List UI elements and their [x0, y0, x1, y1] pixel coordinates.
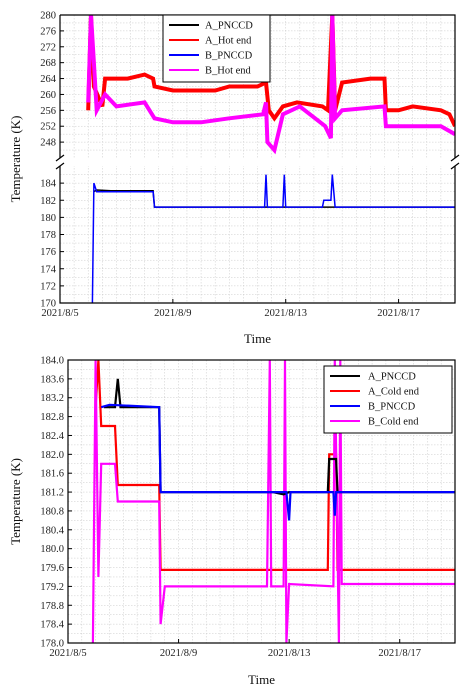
chart-2-x-tick-label: 2021/8/17: [378, 648, 421, 659]
chart-2-y-tick-label: 182.4: [40, 431, 64, 442]
chart-1-y-tick-label: 272: [40, 42, 56, 53]
chart-1-x-axis-label: Time: [244, 331, 271, 346]
chart-2-y-axis-label: Temperature (K): [8, 458, 23, 545]
chart-2-y-tick-label: 180.4: [40, 525, 64, 536]
chart-2-legend-label: B_Cold end: [368, 417, 419, 428]
chart-2-y-tick-label: 179.6: [40, 563, 64, 574]
chart-1-break-mark: [450, 154, 460, 162]
chart-1-line-b-hot-end: [86, 15, 455, 155]
chart-1-x-tick-label: 2021/8/17: [377, 308, 420, 319]
chart-2-line-b-cold-end: [91, 360, 455, 643]
chart-1-line-b-pnccd: [91, 174, 455, 303]
chart-2-line-b-pnccd: [100, 403, 455, 521]
chart-1-y-tick-label: 172: [40, 281, 56, 292]
chart-2-series: [91, 360, 455, 643]
chart-1-break-mark: [450, 162, 460, 170]
chart-1-y-tick-label: 260: [40, 90, 56, 101]
chart-1-y-tick-label: 248: [40, 138, 56, 149]
chart-2: 178.0 178.4 178.8 179.2 179.6 180.0 180.4 180.8…: [8, 356, 456, 687]
chart-1-y-tick-label: 178: [40, 230, 56, 241]
chart-2-y-tick-label: 183.6: [40, 374, 64, 385]
chart-1-series: [86, 15, 455, 303]
chart-2-legend-box: [323, 365, 453, 434]
chart-2-y-tick-label: 178.0: [40, 639, 64, 650]
chart-1-legend-label: B_PNCCD: [205, 51, 253, 62]
chart-2-y-tick-label: 181.2: [40, 488, 64, 499]
chart-1-x-tick-label: 2021/8/5: [41, 308, 78, 319]
chart-1-x-tick-label: 2021/8/13: [264, 308, 307, 319]
chart-1-y-tick-label: 174: [40, 264, 57, 275]
chart-2-y-tick-label: 180.8: [40, 506, 64, 517]
chart-1-break-mark: [55, 154, 65, 162]
chart-2-x-tick-label: 2021/8/9: [160, 648, 197, 659]
chart-2-y-tick-label: 182.0: [40, 450, 64, 461]
chart-1-line-a-hot-end: [86, 15, 455, 128]
chart-2-x-tick-label: 2021/8/13: [268, 648, 311, 659]
chart-2-legend-label: A_Cold end: [368, 387, 420, 398]
chart-2-y-tick-label: 179.2: [40, 582, 64, 593]
chart-1-y-tick-label: 182: [40, 196, 56, 207]
chart-2-line-a-pnccd: [103, 378, 455, 496]
chart-1-axis-break-gap: [58, 158, 457, 166]
chart-1-y-tick-label: 268: [40, 58, 56, 69]
chart-2-y-tick-label: 182.8: [40, 412, 64, 423]
chart-1-y-tick-label: 280: [40, 11, 56, 22]
chart-1-y-tick-label: 264: [40, 74, 57, 85]
chart-2-y-tick-label: 181.6: [40, 469, 64, 480]
chart-2-y-tick-label: 178.4: [40, 620, 64, 631]
chart-1-x-tick-label: 2021/8/9: [154, 308, 191, 319]
chart-2-y-tick-label: 184.0: [40, 356, 64, 367]
chart-1-legend-label: A_PNCCD: [205, 21, 253, 32]
chart-2-frame: [67, 359, 456, 644]
chart-2-y-tick-label: 180.0: [40, 544, 64, 555]
chart-1-y-tick-label: 184: [40, 179, 57, 190]
chart-1-legend-label: A_Hot end: [205, 36, 252, 47]
chart-1-y-tick-label: 180: [40, 213, 56, 224]
chart-1-y-axis-label: Temperature (K): [8, 116, 23, 203]
chart-2-y-tick-label: 178.8: [40, 601, 64, 612]
chart-1-legend: A_PNCCD A_Hot end B_PNCCD B_Hot end: [162, 14, 271, 83]
chart-2-x-axis-label: Time: [248, 672, 275, 687]
chart-1: 170 172 174 176 178 180 182 184 248 252 256 260 264 2…: [8, 11, 460, 346]
chart-1-y-tick-label: 276: [40, 26, 56, 37]
chart-1-line-a-pnccd: [93, 189, 455, 208]
chart-1-y-tick-label: 176: [40, 247, 56, 258]
chart-2-legend: A_PNCCD A_Cold end B_PNCCD B_Cold end: [323, 365, 453, 434]
chart-1-y-tick-label: 170: [40, 299, 56, 310]
chart-1-y-tick-label: 252: [40, 122, 56, 133]
chart-1-legend-label: B_Hot end: [205, 66, 252, 77]
chart-1-break-mark: [55, 162, 65, 170]
chart-2-y-tick-label: 183.2: [40, 393, 64, 404]
chart-2-x-tick-label: 2021/8/5: [49, 648, 86, 659]
chart-2-legend-label: A_PNCCD: [368, 372, 416, 383]
chart-1-y-tick-label: 256: [40, 106, 56, 117]
chart-2-legend-label: B_PNCCD: [368, 402, 416, 413]
